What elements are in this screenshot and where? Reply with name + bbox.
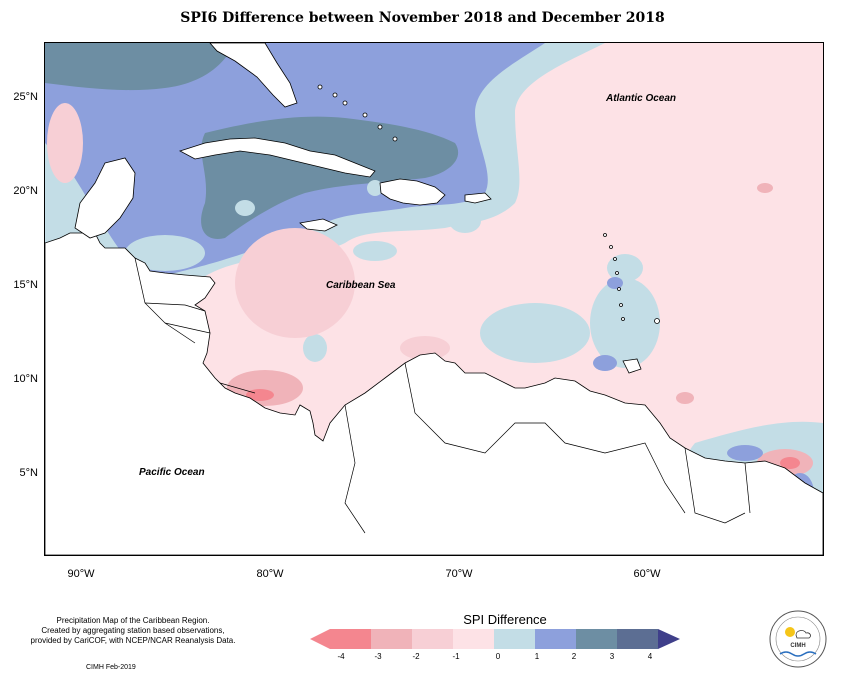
legend-tick: 1 (534, 652, 540, 661)
legend-swatch (412, 629, 453, 649)
map-description: Precipitation Map of the Caribbean Regio… (18, 616, 248, 646)
map-frame (44, 42, 824, 556)
legend-tick: -4 (337, 652, 345, 661)
legend-swatch (576, 629, 617, 649)
legend-arrow-high (658, 629, 680, 649)
wave-icon (779, 651, 817, 657)
legend-swatch (617, 629, 658, 649)
lat-label-15n: 15°N (13, 279, 38, 291)
legend-tick: 0 (495, 652, 501, 661)
pacific-ocean-label: Pacific Ocean (139, 467, 205, 478)
logo-text: CIMH (790, 643, 805, 649)
legend-tick: -1 (452, 652, 460, 661)
legend-tick: 2 (571, 652, 577, 661)
spi-difference-map (45, 43, 823, 555)
description-line-3: provided by CariCOF, with NCEP/NCAR Rean… (30, 636, 236, 645)
map-title: SPI6 Difference between November 2018 an… (180, 10, 665, 26)
legend-swatch (535, 629, 576, 649)
legend-swatch (330, 629, 371, 649)
lat-label-10n: 10°N (13, 373, 38, 385)
credit-text: CIMH Feb-2019 (86, 664, 136, 671)
lat-label-25n: 25°N (13, 91, 38, 103)
legend-tick: -3 (374, 652, 382, 661)
caribbean-sea-label: Caribbean Sea (326, 280, 396, 291)
lon-label-80w: 80°W (256, 568, 284, 580)
description-line-2: Created by aggregating station based obs… (41, 626, 225, 635)
lon-label-70w: 70°W (445, 568, 473, 580)
cimh-logo: CIMH (769, 610, 827, 668)
legend-swatch (494, 629, 535, 649)
lat-label-5n: 5°N (19, 467, 38, 479)
legend-tick: 4 (647, 652, 653, 661)
legend-tick: -2 (412, 652, 420, 661)
lon-label-60w: 60°W (633, 568, 661, 580)
atlantic-ocean-label: Atlantic Ocean (606, 93, 677, 104)
sun-icon (785, 627, 795, 637)
legend-title: SPI Difference (463, 612, 547, 627)
legend-swatch (371, 629, 412, 649)
lat-label-20n: 20°N (13, 185, 38, 197)
legend-colorbar (310, 629, 680, 649)
legend-swatch (453, 629, 494, 649)
legend-arrow-low (310, 629, 330, 649)
lon-label-90w: 90°W (67, 568, 95, 580)
cloud-icon (795, 630, 811, 639)
legend-tick: 3 (609, 652, 615, 661)
description-line-1: Precipitation Map of the Caribbean Regio… (56, 616, 210, 625)
